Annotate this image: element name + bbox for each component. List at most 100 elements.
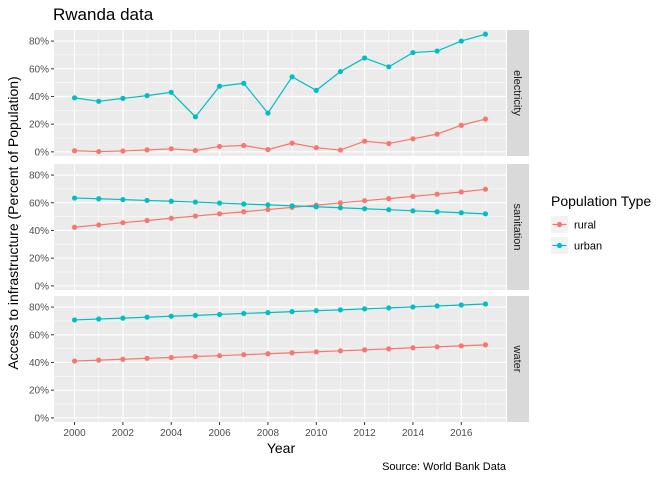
data-point-rural: [71, 224, 78, 230]
data-point-urban: [386, 305, 392, 311]
data-point-rural: [192, 213, 199, 219]
x-tick-label: 2012: [353, 428, 376, 439]
data-point-urban: [120, 315, 126, 321]
data-point-urban: [96, 98, 102, 104]
data-point-urban: [241, 80, 247, 86]
data-point-rural: [337, 200, 344, 206]
y-tick-label: 60%: [29, 198, 49, 209]
data-point-urban: [192, 199, 199, 205]
data-point-rural: [265, 147, 271, 153]
data-point-rural: [71, 358, 78, 364]
data-point-rural: [289, 350, 295, 356]
data-point-urban: [168, 198, 174, 204]
data-point-urban: [96, 196, 102, 202]
legend-keys: rural urban: [551, 216, 602, 254]
data-point-urban: [289, 74, 295, 80]
data-point-urban: [265, 202, 271, 208]
data-point-rural: [289, 140, 295, 146]
data-point-urban: [482, 211, 489, 217]
y-tick-label: 20%: [29, 120, 49, 131]
legend-key-point-rural: [556, 221, 563, 228]
data-point-urban: [361, 55, 368, 61]
facet-strip: [507, 296, 529, 422]
data-point-urban: [361, 306, 368, 312]
data-point-urban: [337, 307, 344, 313]
data-point-urban: [482, 301, 489, 307]
data-point-urban: [410, 49, 416, 56]
data-point-rural: [434, 191, 440, 197]
data-point-urban: [289, 203, 295, 209]
data-point-rural: [386, 346, 392, 352]
series-line-rural: [74, 188, 486, 228]
data-point-urban: [120, 95, 126, 101]
data-point-urban: [216, 83, 223, 89]
chart-title: Rwanda data: [53, 5, 154, 24]
data-point-rural: [216, 143, 223, 150]
data-point-urban: [337, 205, 344, 211]
x-axis-title: Year: [267, 440, 296, 456]
legend-label-urban: urban: [574, 241, 602, 253]
data-point-urban: [71, 95, 78, 101]
data-point-urban: [241, 201, 247, 207]
data-point-rural: [241, 209, 247, 215]
y-tick-label: 80%: [29, 303, 49, 314]
data-point-rural: [168, 146, 174, 152]
data-point-urban: [313, 308, 319, 314]
series-line-rural: [74, 118, 486, 153]
data-point-rural: [120, 220, 126, 226]
x-tick-label: 2002: [112, 428, 135, 439]
data-point-rural: [241, 352, 247, 358]
data-point-rural: [71, 148, 78, 154]
data-point-rural: [216, 211, 223, 217]
series-line-urban: [74, 303, 486, 321]
facet-strip: [507, 30, 529, 156]
y-tick-label: 60%: [29, 330, 49, 341]
data-point-rural: [361, 198, 368, 204]
legend: Population Type rural urban: [551, 193, 651, 254]
facet-panels: 0% 20% 40% 60% 80% electricity 0% 20% 40% 60% 80% s…: [29, 30, 529, 424]
data-point-rural: [216, 353, 223, 359]
data-point-urban: [482, 31, 489, 37]
data-point-urban: [458, 38, 464, 44]
data-point-urban: [458, 210, 464, 216]
data-point-rural: [265, 351, 271, 357]
x-tick-label: 2006: [208, 428, 231, 439]
data-point-urban: [361, 206, 368, 212]
data-point-urban: [144, 314, 150, 320]
facet-panel-water: 0% 20% 40% 60% 80% water: [29, 296, 529, 424]
x-tick-label: 2016: [450, 428, 473, 439]
data-point-urban: [192, 312, 199, 318]
x-tick-label: 2000: [63, 428, 86, 439]
series-line-urban: [74, 33, 486, 118]
data-point-rural: [265, 206, 271, 213]
data-point-rural: [410, 193, 416, 199]
data-point-rural: [192, 147, 199, 154]
facet-strip-label: sanitation: [511, 203, 523, 250]
data-point-urban: [144, 197, 150, 204]
data-point-urban: [216, 200, 223, 206]
data-point-urban: [168, 89, 174, 95]
y-tick-label: 80%: [29, 171, 49, 182]
data-point-urban: [410, 208, 416, 214]
data-point-rural: [482, 342, 489, 348]
x-tick-label: 2010: [305, 428, 328, 439]
y-tick-label: 60%: [29, 64, 49, 75]
y-tick-label: 80%: [29, 37, 49, 48]
y-tick-label: 0%: [35, 147, 50, 158]
facet-strip-label: electricity: [511, 70, 523, 116]
data-point-rural: [168, 354, 174, 361]
data-point-urban: [216, 311, 223, 318]
data-point-urban: [434, 209, 440, 215]
data-point-rural: [482, 116, 489, 122]
data-point-rural: [144, 355, 150, 361]
data-point-rural: [96, 222, 102, 228]
data-point-rural: [410, 136, 416, 142]
data-point-urban: [434, 303, 440, 309]
data-point-urban: [337, 68, 344, 75]
data-point-rural: [458, 343, 464, 349]
y-tick-label: 0%: [35, 413, 50, 424]
data-point-rural: [458, 122, 464, 128]
facet-strip: [507, 164, 529, 290]
facet-strip-label: water: [511, 345, 523, 373]
